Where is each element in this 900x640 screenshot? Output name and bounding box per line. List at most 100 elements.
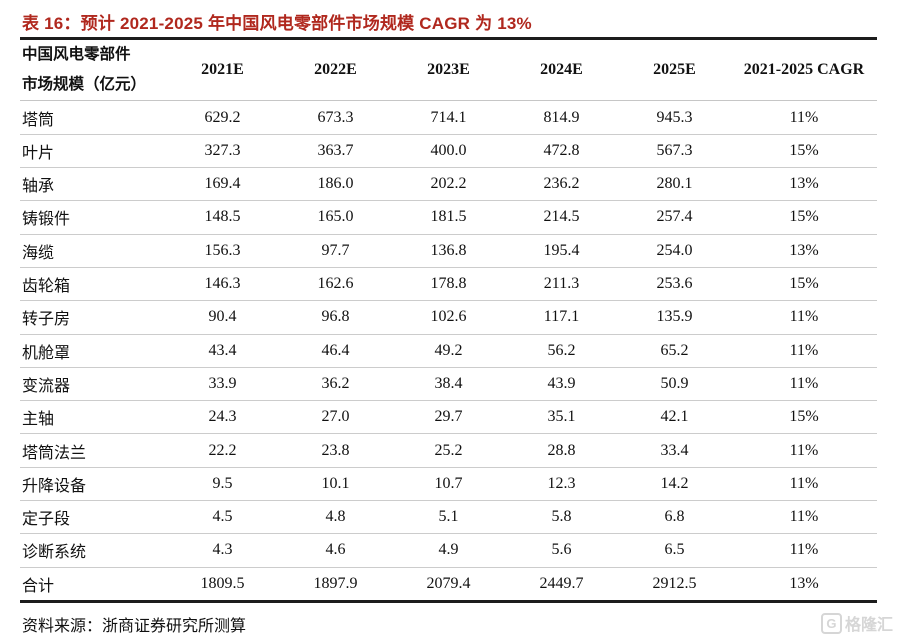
table-row: 塔筒 629.2 673.3 714.1 814.9 945.3 11%	[20, 101, 877, 134]
row-label: 转子房	[20, 300, 166, 335]
cell-value: 186.0	[279, 167, 392, 201]
table-row: 定子段 4.5 4.8 5.1 5.8 6.8 11%	[20, 499, 877, 534]
row-label: 铸锻件	[20, 200, 166, 235]
row-label: 齿轮箱	[20, 266, 166, 301]
row-label: 塔筒法兰	[20, 433, 166, 468]
cell-value: 23.8	[279, 433, 392, 468]
header-label-line2: 市场规模（亿元）	[22, 76, 147, 94]
cell-value: 400.0	[392, 133, 505, 168]
cell-value: 49.2	[392, 333, 505, 368]
table-row: 齿轮箱 146.3 162.6 178.8 211.3 253.6 15%	[20, 266, 877, 301]
cell-value: 2079.4	[392, 566, 505, 602]
cell-value: 472.8	[505, 133, 618, 168]
cell-value: 4.9	[392, 533, 505, 568]
header-cell-2023e: 2023E	[392, 38, 505, 102]
row-label: 合计	[20, 566, 166, 602]
header-cell-label: 中国风电零部件 市场规模（亿元）	[20, 38, 166, 102]
cell-value: 156.3	[166, 233, 279, 268]
cell-value: 15%	[731, 266, 877, 301]
header-cell-2024e: 2024E	[505, 38, 618, 102]
watermark-text: 格隆汇	[844, 617, 893, 634]
table-row: 塔筒法兰 22.2 23.8 25.2 28.8 33.4 11%	[20, 433, 877, 468]
row-label: 叶片	[20, 133, 166, 168]
cell-value: 96.8	[279, 300, 392, 335]
cell-value: 10.1	[279, 466, 392, 501]
table-row: 转子房 90.4 96.8 102.6 117.1 135.9 11%	[20, 300, 877, 335]
cell-value: 42.1	[618, 400, 731, 434]
cell-value: 211.3	[505, 266, 618, 301]
cell-value: 195.4	[505, 233, 618, 268]
cell-value: 12.3	[505, 466, 618, 501]
cell-value: 28.8	[505, 433, 618, 468]
cell-value: 253.6	[618, 266, 731, 301]
cell-value: 90.4	[166, 300, 279, 335]
table-row: 主轴 24.3 27.0 29.7 35.1 42.1 15%	[20, 400, 877, 434]
row-label: 定子段	[20, 499, 166, 534]
cell-value: 15%	[731, 133, 877, 168]
row-label: 塔筒	[22, 111, 55, 129]
cell-value: 11%	[731, 366, 877, 401]
cell-value: 13%	[731, 167, 877, 201]
cell-value: 945.3	[656, 108, 693, 126]
gelonghui-logo-icon: G	[820, 612, 842, 634]
cell-value: 4.3	[166, 533, 279, 568]
row-label: 轴承	[20, 167, 166, 201]
cell-value: 673.3	[317, 108, 354, 126]
cell-value: 5.1	[392, 499, 505, 534]
cell-value: 11%	[731, 433, 877, 468]
cell-value: 1897.9	[279, 566, 392, 602]
table-title: 表 16：预计 2021-2025 年中国风电零部件市场规模 CAGR 为 13…	[22, 14, 532, 33]
cell-value: 11%	[731, 533, 877, 568]
cell-value: 38.4	[392, 366, 505, 401]
cell-value: 97.7	[279, 233, 392, 268]
cell-value: 24.3	[166, 400, 279, 434]
cell-value: 135.9	[618, 300, 731, 335]
row-label: 海缆	[20, 233, 166, 268]
row-label: 主轴	[20, 400, 166, 434]
cell-value: 117.1	[505, 300, 618, 335]
cell-value: 2449.7	[505, 566, 618, 602]
cell-value: 629.2	[204, 108, 241, 126]
cell-value: 13%	[731, 233, 877, 268]
cell-value: 146.3	[166, 266, 279, 301]
cell-value: 33.9	[166, 366, 279, 401]
cell-value: 148.5	[166, 200, 279, 235]
cell-value: 35.1	[505, 400, 618, 434]
cell-value: 327.3	[166, 133, 279, 168]
cell-value: 162.6	[279, 266, 392, 301]
cell-value: 567.3	[618, 133, 731, 168]
cell-value: 714.1	[430, 108, 467, 126]
cell-value: 13%	[731, 566, 877, 602]
table-row: 合计 1809.5 1897.9 2079.4 2449.7 2912.5 13%	[20, 566, 877, 602]
cell-value: 50.9	[618, 366, 731, 401]
market-size-table: 中国风电零部件 市场规模（亿元） 2021E 2022E 2023E 2024E 202…	[20, 37, 877, 603]
cell-value: 25.2	[392, 433, 505, 468]
cell-value: 56.2	[505, 333, 618, 368]
cell-value: 136.8	[392, 233, 505, 268]
cell-value: 9.5	[166, 466, 279, 501]
cell-value: 214.5	[505, 200, 618, 235]
cell-value: 15%	[731, 400, 877, 434]
header-label-line1: 中国风电零部件	[22, 46, 131, 63]
watermark-gelonghui: G 格隆汇	[820, 611, 893, 635]
cell-value: 178.8	[392, 266, 505, 301]
cell-value: 254.0	[618, 233, 731, 268]
row-label: 升降设备	[20, 466, 166, 501]
cell-value: 257.4	[618, 200, 731, 235]
cell-value: 15%	[731, 200, 877, 235]
table-header-row: 中国风电零部件 市场规模（亿元） 2021E 2022E 2023E 2024E 202…	[20, 38, 877, 102]
cell-value: 14.2	[618, 466, 731, 501]
cell-value: 363.7	[279, 133, 392, 168]
cell-value: 4.6	[279, 533, 392, 568]
row-label: 诊断系统	[20, 533, 166, 568]
cell-value: 4.8	[279, 499, 392, 534]
cell-value: 43.9	[505, 366, 618, 401]
cell-value: 6.5	[618, 533, 731, 568]
cell-value: 11%	[731, 466, 877, 501]
table-row: 叶片 327.3 363.7 400.0 472.8 567.3 15%	[20, 133, 877, 168]
row-label: 变流器	[20, 366, 166, 401]
cell-value: 6.8	[618, 499, 731, 534]
cell-value: 1809.5	[166, 566, 279, 602]
table-row: 变流器 33.9 36.2 38.4 43.9 50.9 11%	[20, 366, 877, 401]
